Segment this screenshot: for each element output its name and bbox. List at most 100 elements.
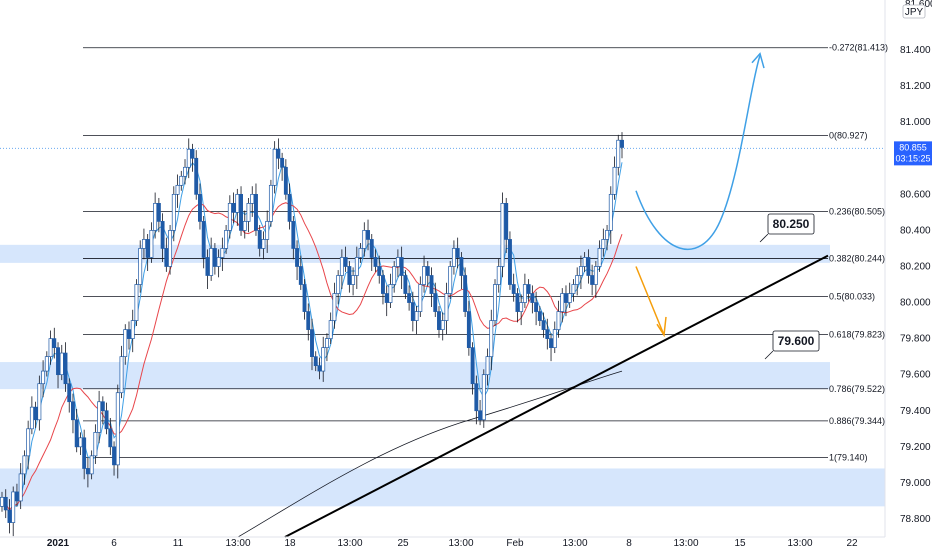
candle-body <box>328 320 333 339</box>
time-tick-label: 13:00 <box>448 538 473 549</box>
candle-body <box>29 406 34 430</box>
candle-body <box>134 284 139 321</box>
fib-label: -0.272(81.413) <box>829 43 888 53</box>
price-tick-label: 81.000 <box>900 117 931 128</box>
candle-body <box>455 248 460 258</box>
price-tick-label: 80.200 <box>900 261 931 272</box>
candle-body <box>347 266 352 285</box>
candle-body <box>366 230 370 240</box>
candle-body <box>317 365 322 372</box>
candle-body <box>194 157 199 195</box>
time-tick-label: Feb <box>506 538 524 549</box>
callout-value: 79.600 <box>778 334 815 348</box>
candle-body <box>519 302 524 312</box>
candle-body <box>332 293 337 321</box>
candle-body <box>481 374 486 421</box>
candle-body <box>265 221 270 240</box>
candle-body <box>220 248 225 258</box>
candle-body <box>89 455 94 475</box>
candle-body <box>175 184 180 195</box>
candle-body <box>33 406 38 421</box>
trend-drawings[interactable] <box>284 52 829 538</box>
price-tick-label: 79.400 <box>900 406 931 417</box>
zone-band <box>0 468 885 507</box>
time-tick-label: 22 <box>846 538 858 549</box>
candle-body <box>485 356 490 376</box>
candle-body <box>183 166 187 177</box>
time-tick-label: 2021 <box>47 538 70 549</box>
candle-body <box>571 284 576 294</box>
candle-body <box>295 248 300 267</box>
candle-body <box>306 311 311 330</box>
last-price-value: 80.855 <box>899 142 927 152</box>
candle-body <box>127 329 131 339</box>
price-tick-label: 80.000 <box>900 298 931 309</box>
candle-body <box>160 221 165 249</box>
candle-body <box>381 275 385 294</box>
candle-body <box>545 329 550 339</box>
candle-body <box>362 230 367 249</box>
candle-body <box>321 347 326 372</box>
callout-pointer <box>759 233 769 243</box>
candle-body <box>74 419 79 448</box>
price-axis[interactable]: 81.600JPY81.40081.20081.00080.80080.6008… <box>884 0 932 537</box>
candle-body <box>85 468 90 475</box>
candle-body <box>339 257 344 276</box>
candle-body <box>11 491 16 523</box>
candle-body <box>414 311 419 321</box>
candle-body <box>564 293 568 303</box>
candle-body <box>138 248 143 285</box>
candle-body <box>0 496 4 507</box>
candle-body <box>59 352 64 376</box>
price-tick-label: 81.200 <box>900 81 931 92</box>
candle-body <box>448 266 453 294</box>
candle-body <box>171 193 176 231</box>
candle-body <box>108 428 113 448</box>
candle-body <box>474 383 479 412</box>
candle-body <box>597 248 602 267</box>
fib-label: 1(79.140) <box>829 453 868 463</box>
candle-body <box>466 311 471 348</box>
candle-body <box>190 148 195 159</box>
fib-label: 0.618(79.823) <box>829 329 885 339</box>
candle-body <box>141 239 146 249</box>
candle-body <box>515 293 520 312</box>
candle-body <box>48 338 53 358</box>
price-tick-label: 79.000 <box>900 478 931 489</box>
candle-body <box>205 257 210 276</box>
time-tick-label: 13:00 <box>787 538 812 549</box>
candle-body <box>336 275 341 294</box>
candle-body <box>582 257 587 267</box>
fib-label: 0.786(79.522) <box>829 384 885 394</box>
candle-body <box>429 275 434 294</box>
price-callouts[interactable]: 80.250 79.600 <box>759 213 820 360</box>
countdown-value: 03:15:25 <box>895 153 930 163</box>
candle-body <box>377 266 382 276</box>
candle-body <box>186 148 191 168</box>
candle-body <box>227 203 232 231</box>
candle-body <box>493 284 497 321</box>
candle-body <box>470 347 475 385</box>
candle-body <box>508 239 512 285</box>
candle-body <box>283 166 288 195</box>
time-axis[interactable]: 2021 6 11 13:00 18 13:00 25 13:00 Feb 13:00 8 13:00… <box>0 536 885 549</box>
candle-body <box>459 257 464 276</box>
candle-body <box>93 432 98 457</box>
candle-body <box>44 356 49 372</box>
candle-body <box>149 230 154 258</box>
candle-body <box>418 284 423 312</box>
candle-body <box>422 266 426 285</box>
candle-body <box>67 383 72 403</box>
bearish-arrowhead <box>656 316 667 338</box>
candle-body <box>620 139 624 148</box>
candle-body <box>549 338 553 348</box>
zone-band <box>0 244 830 263</box>
candle-body <box>567 293 572 303</box>
support-resistance-zones <box>0 244 885 507</box>
callout-pointer <box>764 350 774 360</box>
candle-body <box>496 266 501 285</box>
time-tick-label: 13:00 <box>225 538 250 549</box>
fib-label: 0(80.927) <box>829 130 868 140</box>
currency-label: JPY <box>905 7 924 18</box>
